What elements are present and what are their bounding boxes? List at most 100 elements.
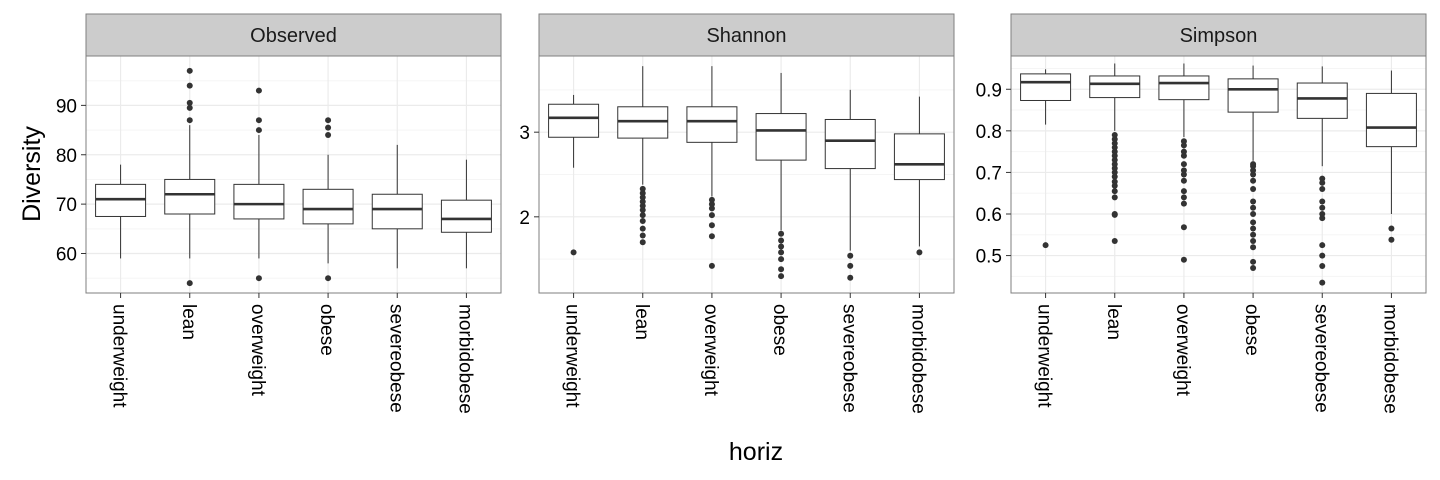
outlier-point: [1180, 167, 1187, 174]
outlier-point: [1180, 194, 1187, 201]
outlier-point: [1388, 236, 1395, 243]
outlier-point: [1319, 215, 1326, 222]
box-iqr: [1227, 78, 1279, 113]
outlier-point: [778, 266, 785, 273]
outlier-point: [1180, 138, 1187, 145]
outlier-point: [1111, 136, 1118, 143]
outlier-point: [1111, 165, 1118, 172]
outlier-point: [1180, 152, 1187, 159]
outlier-point: [1111, 132, 1118, 138]
box-iqr: [1020, 73, 1072, 101]
outlier-point: [639, 202, 646, 209]
y-tick-label: 0.6: [976, 205, 1002, 226]
box-iqr: [1365, 92, 1417, 148]
x-tick-label: morbidobese: [907, 304, 928, 414]
y-tick-label: 0.8: [976, 122, 1002, 143]
box-iqr: [893, 133, 945, 181]
box-obese: [755, 72, 807, 280]
outlier-point: [1250, 204, 1257, 211]
box-iqr: [1158, 75, 1210, 101]
outlier-point: [1250, 219, 1257, 226]
y-tick-label: 0.9: [976, 80, 1002, 101]
outlier-point: [186, 280, 193, 287]
outlier-point: [1250, 238, 1257, 245]
outlier-point: [778, 273, 785, 280]
outlier-point: [325, 124, 332, 131]
outlier-point: [1319, 279, 1326, 286]
outlier-point: [1111, 144, 1118, 151]
outlier-point: [639, 185, 646, 192]
x-tick-label: lean: [178, 304, 199, 340]
box-underweight: [95, 164, 147, 259]
outlier-point: [1111, 188, 1118, 195]
y-axis-title: Diversity: [18, 126, 46, 222]
outlier-point: [255, 127, 262, 134]
outlier-point: [1250, 161, 1257, 168]
outlier-point: [778, 249, 785, 256]
outlier-point: [1250, 225, 1257, 232]
x-tick-label: overweight: [700, 304, 721, 397]
outlier-point: [708, 205, 715, 212]
outlier-point: [1250, 211, 1257, 217]
facet-panels: Observed 60 70 80 90 underweight lean overweigh…: [56, 13, 1427, 414]
outlier-point: [639, 190, 646, 197]
box-morbidobese: [440, 159, 492, 269]
y-tick-label: 0.7: [976, 163, 1002, 184]
outlier-point: [847, 252, 854, 259]
box-underweight: [548, 94, 600, 256]
outlier-point: [1111, 211, 1118, 217]
x-tick-label: obese: [1241, 304, 1262, 356]
outlier-point: [1180, 171, 1187, 178]
outlier-point: [639, 225, 646, 232]
outlier-point: [1111, 182, 1118, 189]
outlier-point: [186, 117, 193, 124]
outlier-point: [708, 262, 715, 269]
outlier-point: [1180, 200, 1187, 207]
outlier-point: [639, 198, 646, 205]
outlier-point: [1319, 179, 1326, 186]
box-underweight: [1020, 69, 1072, 249]
x-tick-label: lean: [1103, 304, 1124, 340]
outlier-point: [639, 212, 646, 219]
outlier-point: [1111, 140, 1118, 147]
x-tick-label: obese: [769, 304, 790, 356]
outlier-point: [186, 104, 193, 111]
outlier-point: [639, 207, 646, 214]
outlier-point: [1180, 148, 1187, 155]
box-overweight: [686, 66, 738, 269]
outlier-point: [916, 249, 923, 256]
box-iqr: [302, 188, 354, 225]
outlier-point: [186, 82, 193, 89]
outlier-point: [1111, 148, 1118, 155]
panel-border: [85, 55, 502, 294]
outlier-point: [1111, 238, 1118, 245]
y-tick-label: 90: [56, 96, 77, 117]
outlier-point: [639, 218, 646, 225]
box-severeobese: [824, 89, 876, 281]
outlier-point: [1180, 224, 1187, 231]
outlier-point: [1319, 252, 1326, 259]
outlier-point: [1388, 225, 1395, 232]
x-tick-label: lean: [631, 304, 652, 340]
outlier-point: [1319, 175, 1326, 182]
outlier-point: [778, 230, 785, 237]
box-severeobese: [371, 144, 423, 269]
outlier-point: [1319, 211, 1326, 217]
panel-background: [1011, 56, 1426, 293]
outlier-point: [325, 132, 332, 138]
y-tick-label: 3: [519, 123, 530, 144]
facet-strip-label: Simpson: [1180, 25, 1258, 47]
outlier-point: [778, 256, 785, 263]
outlier-point: [1180, 188, 1187, 195]
outlier-point: [255, 87, 262, 94]
outlier-point: [708, 201, 715, 208]
outlier-point: [570, 249, 577, 256]
outlier-point: [1180, 177, 1187, 184]
outlier-point: [1111, 161, 1118, 168]
box-lean: [164, 67, 216, 287]
outlier-point: [1250, 198, 1257, 205]
facet-strip: [1010, 13, 1427, 57]
y-tick-label: 70: [56, 195, 77, 216]
outlier-point: [1250, 171, 1257, 178]
